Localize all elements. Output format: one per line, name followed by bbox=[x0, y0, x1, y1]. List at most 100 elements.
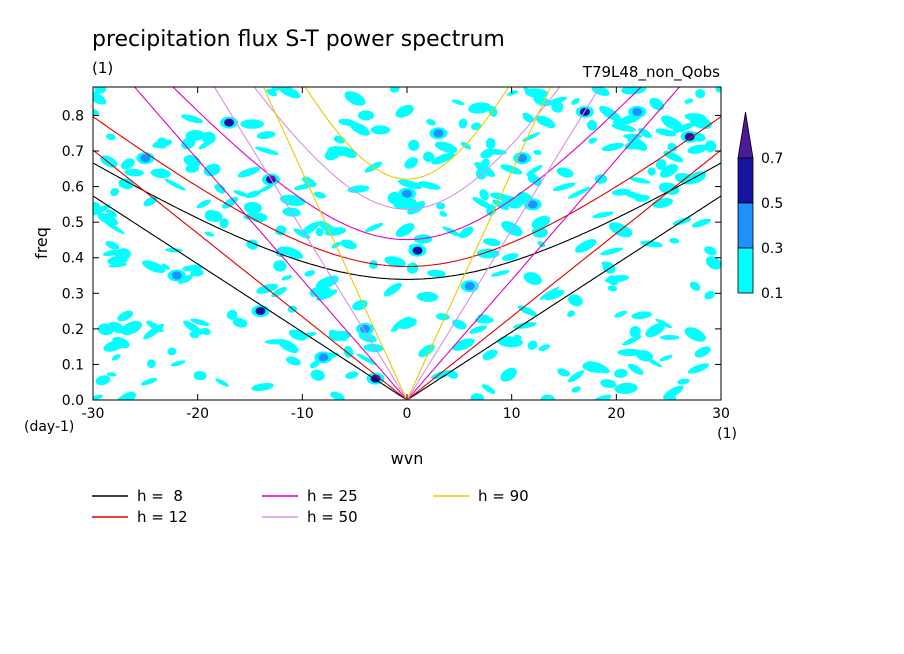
spectrum-speckle-mark bbox=[687, 363, 709, 374]
spectrum-speckle-mark bbox=[691, 218, 712, 228]
spectrum-speckle-mark bbox=[105, 241, 120, 250]
spectrum-speckle-mark bbox=[397, 179, 423, 190]
spectrum-speckle-mark bbox=[483, 238, 501, 247]
spectrum-speckle-mark bbox=[358, 332, 377, 343]
spectrum-speckle-mark bbox=[623, 133, 643, 139]
spectrum-speckle-mark bbox=[567, 187, 591, 199]
chart-subtitle-left: (1) bbox=[92, 59, 113, 77]
ig-curve-h12 bbox=[93, 116, 721, 268]
spectrum-speckle-mark bbox=[629, 177, 651, 184]
spectrum-speckle-mark bbox=[523, 87, 544, 101]
spectrum-speckle-mark bbox=[655, 159, 667, 170]
x-axis-label: wvn bbox=[391, 449, 424, 468]
spectrum-speckle-mark bbox=[347, 185, 370, 193]
spectrum-speckle-mark bbox=[273, 260, 287, 272]
kelvin-curve-h8 bbox=[93, 195, 721, 400]
spectrum-speckle-mark bbox=[535, 115, 555, 128]
spectrum-speckle-mark bbox=[117, 310, 134, 322]
spectrum-speckle-mark bbox=[684, 113, 707, 122]
spectrum-speckle-mark bbox=[476, 248, 500, 259]
spectrum-speckle-mark bbox=[181, 137, 196, 150]
spectrum-speckle-mark bbox=[490, 270, 510, 277]
spectrum-speckle-mark bbox=[124, 168, 144, 177]
x-tick-label: 0 bbox=[403, 406, 412, 422]
spectrum-speckle-mark bbox=[390, 87, 400, 93]
spectrum-speckle-mark bbox=[551, 101, 564, 113]
spectrum-speckle-mark bbox=[281, 246, 304, 259]
spectrum-speckle-mark bbox=[357, 110, 375, 121]
ig-curve-h50 bbox=[253, 87, 561, 210]
spectrum-peak-core bbox=[226, 120, 232, 125]
spectrum-speckle-mark bbox=[152, 139, 173, 149]
spectrum-speckle-mark bbox=[95, 375, 111, 386]
spectrum-speckle-mark bbox=[434, 141, 458, 153]
spectrum-speckle-mark bbox=[161, 263, 170, 270]
dispersion-curves bbox=[93, 87, 721, 400]
spectrum-speckle-mark bbox=[183, 320, 203, 335]
spectrum-speckle-mark bbox=[281, 275, 293, 281]
spectrum-speckle-mark bbox=[408, 139, 420, 151]
spectrum-speckle-mark bbox=[486, 204, 496, 216]
spectrum-speckle-mark bbox=[544, 289, 565, 301]
legend-label: h = 12 bbox=[137, 508, 188, 526]
spectrum-speckle-mark bbox=[182, 265, 203, 272]
spectrum-speckle-mark bbox=[207, 210, 223, 223]
spectrum-speckle-mark bbox=[511, 196, 523, 209]
spectrum-speckle-mark bbox=[647, 358, 663, 368]
spectrum-speckle-mark bbox=[105, 133, 116, 141]
spectrum-speckle-mark bbox=[479, 189, 489, 201]
y-unit-label: (day-1) bbox=[24, 419, 74, 435]
spectrum-speckle-mark bbox=[677, 378, 690, 385]
spectrum-speckle-mark bbox=[330, 391, 345, 400]
spectrum-speckle-mark bbox=[256, 131, 276, 140]
spectrum-speckle-mark bbox=[310, 369, 325, 381]
spectrum-speckle-mark bbox=[243, 201, 262, 214]
spectrum-speckle-mark bbox=[215, 378, 229, 387]
spectrum-speckle-mark bbox=[204, 231, 215, 237]
spectrum-speckle-mark bbox=[108, 262, 128, 268]
spectrum-speckle-mark bbox=[622, 335, 642, 346]
spectrum-speckle-mark bbox=[705, 256, 721, 270]
spectrum-speckle-mark bbox=[279, 194, 306, 207]
spectrum-speckle-mark bbox=[458, 118, 468, 129]
spectrum-speckle-mark bbox=[522, 132, 541, 142]
spectrum-speckle-mark bbox=[614, 382, 638, 394]
spectrum-peak bbox=[402, 189, 412, 198]
spectrum-speckle-mark bbox=[315, 227, 324, 237]
spectrum-speckle-mark bbox=[472, 197, 493, 209]
spectrum-speckle-mark bbox=[369, 260, 378, 269]
spectrum-speckle-mark bbox=[344, 91, 366, 106]
spectrum-speckle-mark bbox=[527, 172, 537, 184]
spectrum-peak bbox=[632, 107, 643, 116]
y-tick-label: 0.7 bbox=[62, 144, 84, 160]
spectrum-speckle-mark bbox=[531, 226, 548, 238]
spectrum-speckle-mark bbox=[365, 222, 384, 232]
spectrum-speckle-mark bbox=[481, 384, 496, 394]
spectrum-speckle-mark bbox=[214, 184, 226, 194]
spectrum-speckle-mark bbox=[611, 188, 631, 196]
spectrum-peak bbox=[140, 154, 151, 163]
spectrum-speckle-mark bbox=[200, 327, 211, 336]
spectrum-speckle-mark bbox=[423, 151, 435, 163]
spectrum-speckle-mark bbox=[193, 370, 207, 381]
spectrum-speckle-mark bbox=[147, 359, 156, 369]
spectrum-speckle-mark bbox=[587, 120, 598, 131]
spectrum-speckle-mark bbox=[591, 87, 610, 97]
spectrum-speckle-mark bbox=[100, 155, 118, 168]
spectrum-speckle-mark bbox=[659, 335, 680, 340]
spectrum-speckle-mark bbox=[309, 287, 321, 297]
ig-curve-h25 bbox=[172, 87, 642, 241]
spectrum-speckle-mark bbox=[111, 354, 121, 361]
spectrum-speckle-mark bbox=[556, 167, 574, 178]
spectrum-peak bbox=[433, 129, 444, 138]
spectrum-speckle-mark bbox=[501, 221, 523, 237]
spectrum-speckle bbox=[93, 87, 721, 400]
spectrum-speckle-mark bbox=[232, 317, 248, 328]
spectrum-speckle-mark bbox=[671, 122, 696, 134]
spectrum-speckle-mark bbox=[309, 360, 320, 369]
spectrum-peak bbox=[527, 200, 538, 209]
spectrum-speckle-mark bbox=[482, 349, 498, 361]
x-tick-label: 20 bbox=[607, 406, 625, 422]
spectrum-speckle-mark bbox=[233, 190, 249, 197]
